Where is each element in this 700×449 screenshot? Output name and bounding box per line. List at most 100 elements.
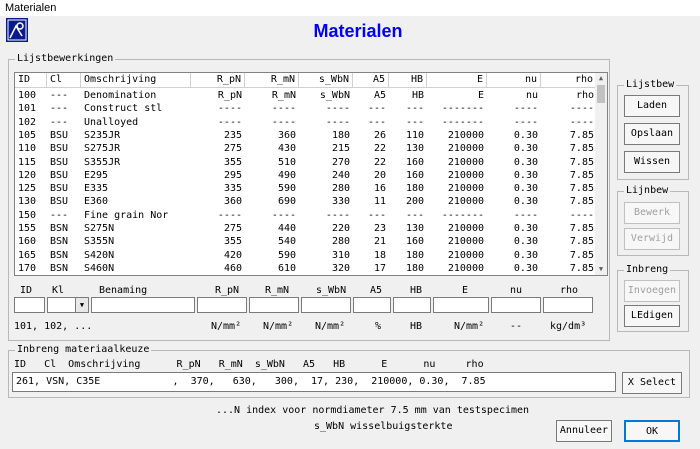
list-cell: 200	[405, 196, 424, 208]
class-select[interactable]: ▼	[47, 297, 89, 313]
edit-header: A5	[370, 285, 383, 296]
list-cell: 215	[331, 143, 350, 155]
id-input[interactable]	[14, 297, 45, 313]
column-header[interactable]: Omschrijving	[81, 73, 191, 88]
column-header[interactable]: E	[427, 73, 487, 88]
swbn-input[interactable]	[301, 297, 351, 313]
list-cell: 155	[18, 223, 37, 234]
column-header[interactable]: nu	[487, 73, 541, 88]
list-cell: ----	[569, 209, 594, 221]
ledigen-button[interactable]: LEdigen	[624, 305, 680, 327]
list-cell: Denomination	[84, 90, 157, 101]
column-header[interactable]: ID	[15, 73, 47, 88]
list-cell: E360	[84, 196, 109, 208]
list-cell: 20	[373, 169, 386, 181]
nu-input[interactable]	[491, 297, 541, 313]
ok-button[interactable]: OK	[624, 420, 680, 442]
column-header[interactable]: R_pN	[191, 73, 245, 88]
list-cell: BSU	[50, 196, 69, 208]
list-cell: 310	[331, 249, 350, 261]
a5-input[interactable]	[353, 297, 391, 313]
rho-input[interactable]	[543, 297, 593, 313]
list-cell: 610	[277, 262, 296, 274]
e-input[interactable]	[433, 297, 489, 313]
list-cell: 180	[405, 262, 424, 274]
list-cell: E295	[84, 169, 109, 181]
list-cell: 7.85	[569, 262, 594, 274]
edit-header: R_mN	[265, 285, 290, 296]
scroll-down-icon[interactable]: ▼	[598, 265, 604, 273]
list-cell: 320	[331, 262, 350, 274]
edit-unit: %	[375, 321, 382, 332]
scroll-thumb[interactable]	[597, 85, 605, 103]
list-cell: 0.30	[513, 169, 538, 181]
scroll-up-icon[interactable]: ▲	[598, 74, 604, 82]
list-item[interactable]: 150 --- Fine grain Nor ---- ---- ---- --- --- --…	[15, 210, 597, 221]
verwijd-button[interactable]: Verwijd	[624, 228, 680, 250]
laden-button[interactable]: Laden	[624, 95, 680, 117]
list-cell: 275	[223, 223, 242, 234]
list-cell: 7.85	[569, 183, 594, 195]
list-item[interactable]: 170 BSN S460N 460 610 320 17 180 210000 0.30 7.85	[15, 263, 597, 274]
list-cell: ---	[367, 116, 386, 128]
list-item[interactable]: 105 BSU S235JR 235 360 180 26 110 210000 0.30 7.85	[15, 130, 597, 141]
list-item[interactable]: 101 --- Construct stl ---- ---- ---- --- --- ---…	[15, 103, 597, 114]
list-cell: 430	[277, 143, 296, 155]
list-item[interactable]: 130 BSU E360 360 690 330 11 200 210000 0.30 7.85	[15, 196, 597, 207]
opslaan-button[interactable]: Opslaan	[624, 123, 680, 145]
bewerk-button[interactable]: Bewerk	[624, 202, 680, 224]
list-cell: R_mN	[271, 90, 296, 101]
column-header[interactable]: Cl	[47, 73, 81, 88]
column-header[interactable]: s_WbN	[299, 73, 353, 88]
lijstbew-group: Lijstbew	[617, 79, 689, 180]
rmn-input[interactable]	[249, 297, 299, 313]
list-cell: 210000	[447, 223, 484, 234]
column-header[interactable]: rho	[541, 73, 597, 88]
list-cell: 105	[18, 129, 37, 141]
list-item[interactable]: 125 BSU E335 335 590 280 16 180 210000 0.30 7.85	[15, 183, 597, 194]
list-cell: BSU	[50, 169, 69, 181]
rpn-input[interactable]	[197, 297, 247, 313]
select-button[interactable]: X Select	[622, 372, 682, 394]
list-cell: 360	[223, 196, 242, 208]
list-item[interactable]: 120 BSU E295 295 490 240 20 160 210000 0.30 7.85	[15, 170, 597, 181]
list-cell: 220	[331, 223, 350, 234]
list-cell: 7.85	[569, 143, 594, 155]
column-header[interactable]: HB	[389, 73, 427, 88]
list-item[interactable]: 160 BSN S355N 355 540 280 21 160 210000 0.30 7.85	[15, 236, 597, 247]
cancel-button[interactable]: Annuleer	[556, 420, 612, 442]
list-cell: E335	[84, 183, 109, 195]
list-cell: 160	[18, 236, 37, 248]
list-cell: 125	[18, 183, 37, 195]
edit-header: HB	[410, 285, 423, 296]
hb-input[interactable]	[393, 297, 431, 313]
column-header[interactable]: R_mN	[245, 73, 299, 88]
list-item[interactable]: 165 BSN S420N 420 590 310 18 180 210000 0.30 7.85	[15, 250, 597, 261]
list-cell: 7.85	[569, 196, 594, 208]
column-header[interactable]: A5	[353, 73, 389, 88]
list-cell: ----	[513, 116, 538, 128]
list-cell: 23	[373, 223, 386, 234]
list-cell: E	[477, 90, 484, 101]
chevron-down-icon[interactable]: ▼	[75, 298, 88, 312]
list-cell: 210000	[447, 236, 484, 248]
edit-header: Benaming	[99, 285, 148, 296]
list-cell: ---	[50, 116, 69, 128]
list-cell: 7.85	[569, 223, 594, 234]
list-scrollbar[interactable]: ▲ ▼	[595, 73, 607, 275]
wissen-button[interactable]: Wissen	[624, 151, 680, 173]
edit-header: s_WbN	[316, 285, 347, 296]
list-item[interactable]: 110 BSU S275JR 275 430 215 22 130 210000 0.30 7.85	[15, 143, 597, 154]
list-item[interactable]: 102 --- Unalloyed ---- ---- ---- --- --- -------…	[15, 117, 597, 128]
list-cell: 690	[277, 196, 296, 208]
invoegen-button[interactable]: Invoegen	[624, 280, 680, 302]
list-item[interactable]: 115 BSU S355JR 355 510 270 22 160 210000 0.30 7.85	[15, 157, 597, 168]
name-input[interactable]	[91, 297, 195, 313]
edit-unit: N/mm²	[315, 321, 346, 332]
material-input[interactable]: 261, VSN, C35E , 370, 630, 300, 17, 230,…	[12, 372, 616, 392]
list-cell: 7.85	[569, 236, 594, 248]
list-item[interactable]: 155 BSN S275N 275 440 220 23 130 210000 0.30 7.85	[15, 223, 597, 234]
input-group-title: Inbreng materiaalkeuze	[15, 344, 152, 355]
